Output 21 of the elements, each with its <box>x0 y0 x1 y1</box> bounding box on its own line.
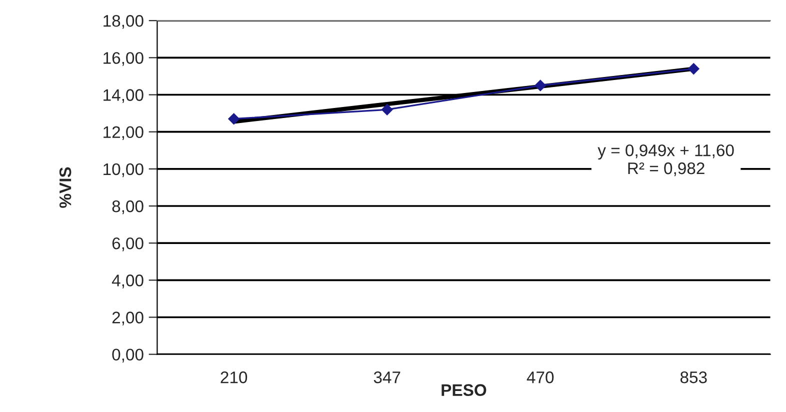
y-axis-title: %VIS <box>59 167 72 208</box>
x-tick-label: 347 <box>374 371 400 384</box>
y-tick-label: 16,00 <box>104 52 144 66</box>
x-tick-label: 853 <box>680 371 707 384</box>
y-tick-label: 14,00 <box>104 89 144 103</box>
y-tick-label: 12,00 <box>104 126 144 140</box>
annotation: y = 0,949x + 11,60 R² = 0,982 <box>598 144 734 176</box>
point <box>534 80 546 92</box>
y-tick-label: 2,00 <box>112 312 144 326</box>
x-tick-label: 210 <box>220 371 248 384</box>
point <box>688 63 700 74</box>
y-tick-label: 8,00 <box>112 200 144 214</box>
y-tick-label: 18,00 <box>104 15 144 29</box>
x-axis-title: PESO <box>442 384 486 396</box>
point <box>382 104 393 116</box>
y-tick-label: 0,00 <box>112 348 144 362</box>
x-tick-label: 470 <box>526 371 554 384</box>
y-tick-label: 4,00 <box>112 274 144 288</box>
y-tick-label: 10,00 <box>104 163 144 178</box>
point <box>228 113 240 124</box>
y-tick-label: 6,00 <box>112 237 144 252</box>
